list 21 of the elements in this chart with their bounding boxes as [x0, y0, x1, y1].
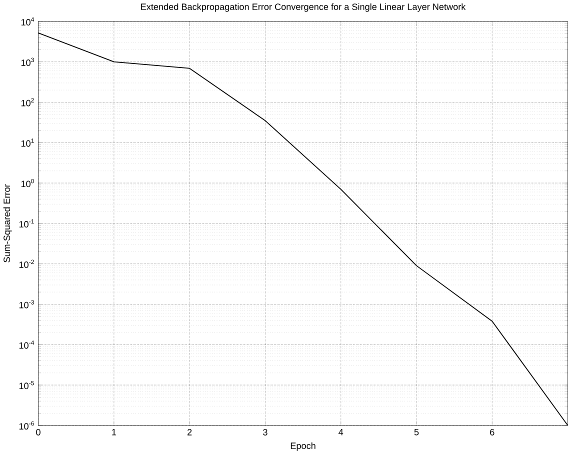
x-tick-label: 4 [338, 428, 344, 436]
x-tick-label: 0 [36, 428, 40, 436]
x-tick-label: 2 [188, 428, 192, 436]
y-tick-label: 10$^{-3}$ [19, 300, 34, 308]
x-tick-label: 5 [414, 428, 419, 436]
y-tick-label: 10$^{-6}$ [19, 421, 34, 430]
y-tick-label: 10$^{-1}$ [19, 219, 34, 228]
x-tick-label: 1 [112, 428, 116, 436]
y-tick-label: 10$^{4}$ [21, 17, 34, 26]
x-tick-label: 6 [490, 428, 494, 436]
chart-title: Extended Backpropagation Error Convergence for a Single Linear Layer Network [141, 3, 466, 12]
y-tick-label: 10$^{1}$ [21, 138, 34, 147]
y-tick-label: 10$^{3}$ [21, 58, 34, 66]
y-tick-label: 10$^{-2}$ [19, 260, 34, 268]
x-tick-label: 3 [263, 428, 268, 436]
y-tick-label: 10$^{-4}$ [19, 340, 34, 349]
y-axis-title: Sum-Squared Error [3, 184, 12, 262]
y-tick-label: 10$^{2}$ [21, 98, 34, 106]
y-tick-label: 10$^{0}$ [21, 178, 34, 188]
y-tick-label: 10$^{-5}$ [19, 380, 34, 390]
x-axis-title: Epoch [290, 442, 316, 451]
